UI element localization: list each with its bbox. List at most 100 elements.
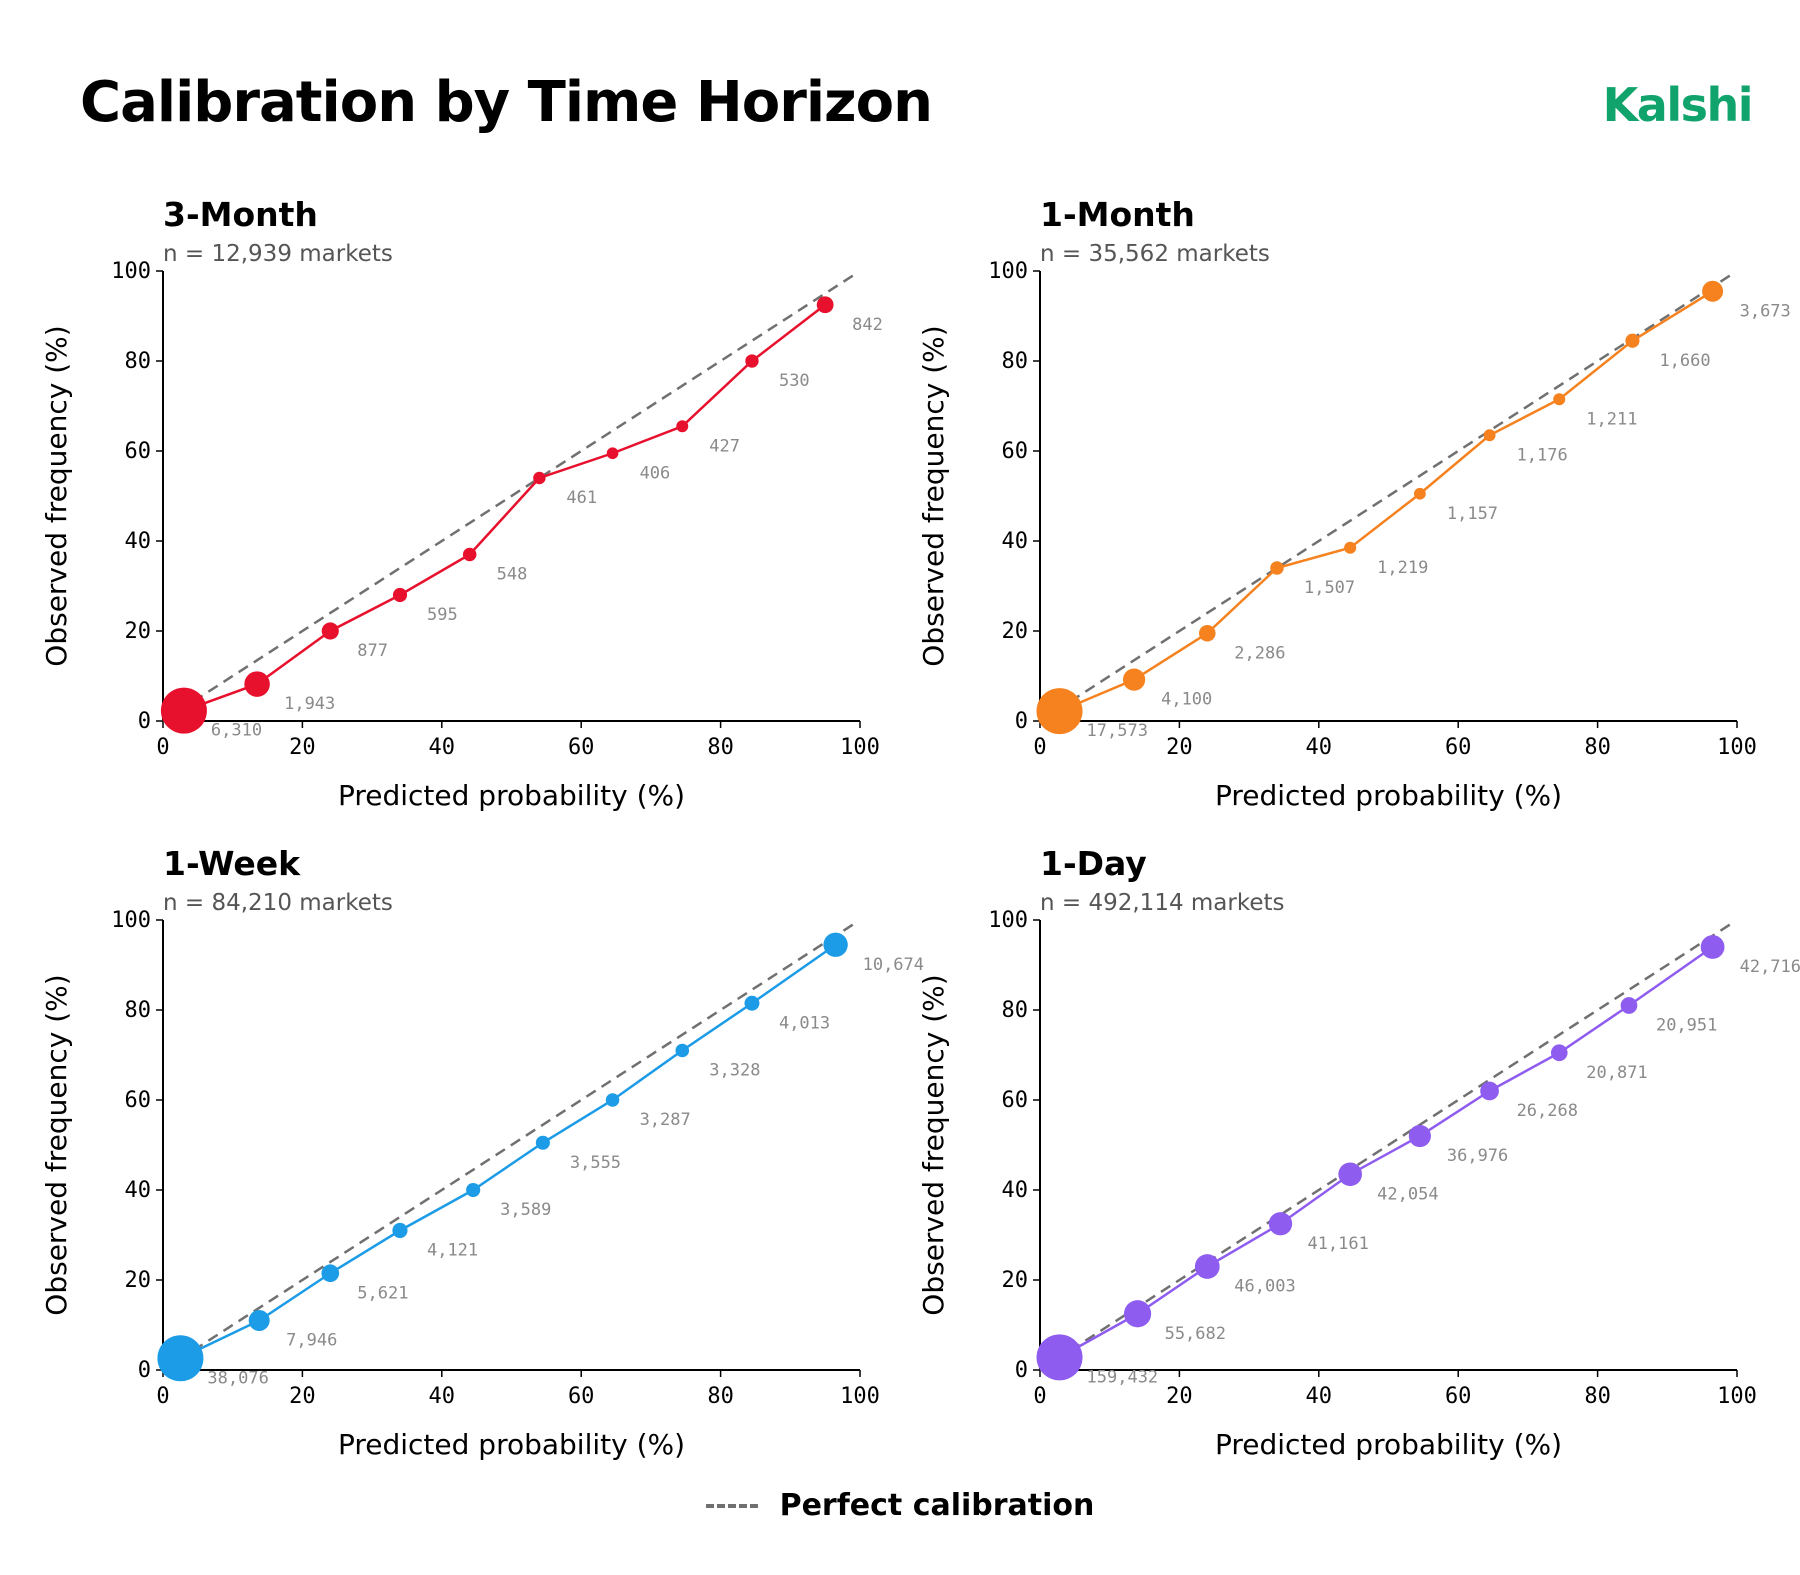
data-point bbox=[1338, 1162, 1362, 1187]
data-count-label: 842 bbox=[852, 315, 883, 335]
data-point bbox=[462, 547, 477, 562]
data-point bbox=[1344, 541, 1357, 554]
data-point bbox=[1553, 393, 1566, 406]
data-point bbox=[1625, 333, 1640, 348]
x-tick-label: 100 bbox=[840, 1384, 880, 1409]
data-count-label: 41,161 bbox=[1307, 1234, 1368, 1254]
data-count-label: 2,286 bbox=[1234, 643, 1285, 663]
legend-dashed-line bbox=[705, 1503, 758, 1508]
data-point bbox=[1620, 997, 1638, 1014]
x-axis-label: Predicted probability (%) bbox=[1215, 779, 1562, 812]
chart-subtitle: n = 35,562 markets bbox=[1040, 241, 1270, 267]
data-point bbox=[535, 1135, 550, 1150]
data-point bbox=[1408, 1124, 1431, 1148]
data-count-label: 7,946 bbox=[286, 1331, 337, 1351]
data-count-label: 595 bbox=[427, 605, 458, 625]
y-axis-label: Observed frequency (%) bbox=[917, 325, 950, 666]
data-point bbox=[675, 1043, 690, 1058]
y-tick-label: 80 bbox=[125, 998, 152, 1023]
y-tick-label: 80 bbox=[1002, 998, 1029, 1023]
data-count-label: 461 bbox=[566, 488, 597, 508]
y-tick-label: 20 bbox=[1002, 1268, 1029, 1293]
perfect-calibration-line bbox=[162, 272, 858, 723]
x-axis-label: Predicted probability (%) bbox=[338, 779, 685, 812]
chart-panel-4: 1-Day n = 492,114 markets 0 20 40 60 80 100 0 20 4… bbox=[917, 844, 1800, 1461]
legend-label: Perfect calibration bbox=[779, 1488, 1095, 1523]
y-tick-label: 40 bbox=[125, 529, 152, 554]
x-tick-label: 80 bbox=[1584, 1384, 1611, 1409]
y-tick-label: 0 bbox=[138, 1358, 151, 1383]
data-count-label: 3,555 bbox=[570, 1153, 621, 1173]
data-point bbox=[1413, 487, 1426, 500]
perfect-calibration-line bbox=[1039, 272, 1735, 723]
x-axis-label: Predicted probability (%) bbox=[1215, 1428, 1562, 1461]
y-tick-label: 100 bbox=[988, 908, 1028, 933]
series-line bbox=[179, 943, 837, 1360]
x-tick-label: 100 bbox=[1717, 735, 1757, 760]
chart-title: 3-Month bbox=[163, 195, 318, 234]
data-point bbox=[1483, 429, 1496, 442]
data-point bbox=[1194, 1254, 1220, 1279]
x-tick-label: 40 bbox=[429, 735, 456, 760]
x-tick-label: 20 bbox=[1166, 1384, 1193, 1409]
x-tick-label: 80 bbox=[707, 1384, 734, 1409]
x-tick-label: 40 bbox=[1306, 1384, 1333, 1409]
data-count-label: 406 bbox=[640, 463, 671, 483]
x-tick-label: 0 bbox=[1033, 735, 1046, 760]
data-count-label: 877 bbox=[357, 641, 388, 661]
data-point bbox=[1270, 561, 1284, 575]
data-point bbox=[744, 995, 760, 1011]
data-count-label: 1,660 bbox=[1659, 351, 1710, 371]
series-line bbox=[1058, 945, 1714, 1359]
y-tick-label: 60 bbox=[1002, 1088, 1029, 1113]
data-point bbox=[157, 1335, 204, 1382]
data-point bbox=[1550, 1044, 1568, 1062]
x-tick-label: 20 bbox=[1166, 735, 1193, 760]
series-line bbox=[183, 303, 826, 712]
chart-title: 1-Day bbox=[1040, 844, 1147, 883]
y-tick-label: 60 bbox=[1002, 439, 1029, 464]
data-count-label: 36,976 bbox=[1447, 1146, 1508, 1166]
data-point bbox=[1036, 688, 1083, 735]
data-count-label: 1,211 bbox=[1586, 409, 1637, 429]
data-point bbox=[1268, 1212, 1293, 1236]
x-axis-label: Predicted probability (%) bbox=[338, 1428, 685, 1461]
data-count-label: 46,003 bbox=[1234, 1277, 1295, 1297]
chart-subtitle: n = 12,939 markets bbox=[163, 241, 393, 267]
data-point bbox=[392, 587, 408, 603]
data-count-label: 427 bbox=[709, 436, 740, 456]
data-point bbox=[1198, 624, 1216, 642]
x-tick-label: 60 bbox=[568, 1384, 595, 1409]
data-point bbox=[1700, 935, 1725, 959]
y-tick-label: 60 bbox=[125, 439, 152, 464]
y-tick-label: 80 bbox=[1002, 349, 1029, 374]
x-tick-label: 20 bbox=[289, 735, 316, 760]
data-count-label: 6,310 bbox=[211, 721, 262, 741]
data-count-label: 3,287 bbox=[640, 1110, 691, 1130]
data-count-label: 4,013 bbox=[779, 1013, 830, 1033]
data-count-label: 10,674 bbox=[863, 955, 924, 975]
x-tick-label: 40 bbox=[1306, 735, 1333, 760]
chart-subtitle: n = 492,114 markets bbox=[1040, 890, 1285, 916]
chart-title: 1-Month bbox=[1040, 195, 1195, 234]
data-count-label: 1,176 bbox=[1517, 445, 1568, 465]
data-point bbox=[466, 1182, 481, 1198]
data-point bbox=[248, 1309, 270, 1332]
data-point bbox=[321, 1264, 340, 1283]
y-tick-label: 100 bbox=[111, 908, 151, 933]
y-tick-label: 40 bbox=[1002, 1178, 1029, 1203]
y-tick-label: 60 bbox=[125, 1088, 152, 1113]
data-count-label: 1,157 bbox=[1447, 504, 1498, 524]
legend: Perfect calibration bbox=[0, 1488, 1800, 1523]
x-tick-label: 20 bbox=[289, 1384, 316, 1409]
data-point bbox=[392, 1222, 408, 1239]
data-count-label: 530 bbox=[779, 371, 810, 391]
data-point bbox=[1036, 1334, 1083, 1381]
data-count-label: 20,871 bbox=[1586, 1063, 1647, 1083]
x-tick-label: 0 bbox=[1033, 1384, 1046, 1409]
data-point bbox=[745, 354, 759, 368]
x-tick-label: 100 bbox=[840, 735, 880, 760]
page-title: Calibration by Time Horizon bbox=[80, 70, 933, 135]
data-point bbox=[606, 447, 619, 460]
